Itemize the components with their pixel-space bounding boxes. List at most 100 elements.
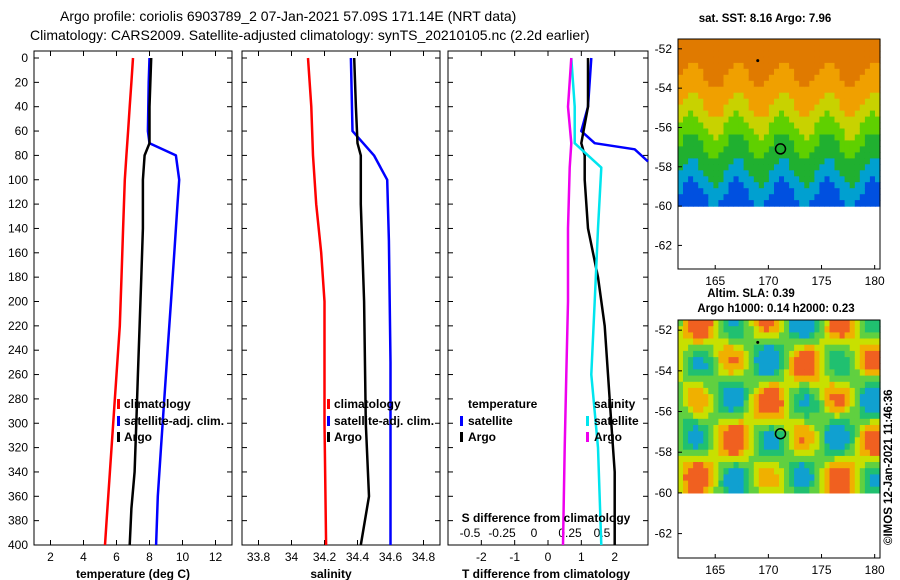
map-cell <box>688 462 694 469</box>
map-cell <box>864 92 871 100</box>
map-cell <box>703 320 709 327</box>
map-cell <box>738 68 745 76</box>
map-cell <box>768 381 775 389</box>
map-cell <box>768 406 775 414</box>
map-cell <box>814 455 820 463</box>
map-cell <box>758 86 765 94</box>
map-cell <box>864 443 871 451</box>
map-cell <box>814 146 820 153</box>
map-cell <box>718 134 724 142</box>
map-cell <box>683 387 689 395</box>
map-cell <box>799 480 805 488</box>
map-cell <box>849 50 856 58</box>
map-cell <box>864 344 871 352</box>
map-cell <box>834 381 841 389</box>
x2-tick-label: -0.25 <box>488 526 516 540</box>
map-cell <box>819 443 825 451</box>
map-cell <box>834 326 841 333</box>
legend-swatch-s-argo <box>586 432 589 442</box>
map-cell <box>784 134 790 142</box>
map-cell <box>733 104 740 112</box>
map-cell <box>693 194 699 201</box>
map-cell <box>723 455 730 463</box>
map-cell <box>678 92 684 100</box>
map-cell <box>678 62 684 70</box>
map-cell <box>774 480 780 488</box>
map-cell <box>824 332 831 340</box>
map-cell <box>864 182 871 189</box>
series-line-s-argo <box>561 57 573 546</box>
map-cell <box>794 134 800 142</box>
map-cell <box>688 431 694 438</box>
map-cell <box>748 338 755 346</box>
map-cell <box>829 182 836 189</box>
map-cell <box>854 110 861 118</box>
map-cell <box>713 486 719 494</box>
map-cell <box>758 357 765 364</box>
map-cell <box>693 332 699 340</box>
map-cell <box>794 455 800 463</box>
map-cell <box>864 449 871 457</box>
map-cell <box>834 437 841 445</box>
map-cell <box>703 146 709 153</box>
map-cell <box>794 104 800 112</box>
map-cell <box>819 74 825 82</box>
map-cell <box>794 116 800 124</box>
map-cell <box>814 332 820 340</box>
map-cell <box>774 92 780 100</box>
map-cell <box>804 200 810 207</box>
map-cell <box>799 412 805 420</box>
x2-tick-label: 0 <box>531 526 538 540</box>
map-cell <box>753 92 760 100</box>
map-cell <box>718 74 724 82</box>
map-cell <box>743 344 750 352</box>
map-cell <box>814 98 820 106</box>
legend-swatch-argo <box>117 432 120 442</box>
map-cell <box>683 412 689 420</box>
map-cell <box>758 134 765 142</box>
map-cell <box>763 128 770 136</box>
map-cell <box>824 62 831 70</box>
map-cell <box>829 110 836 118</box>
map-cell <box>703 412 709 420</box>
map-cell <box>763 437 770 445</box>
map-cell <box>723 400 730 408</box>
map-cell <box>834 418 841 426</box>
map-cell <box>814 431 820 438</box>
map-cell <box>748 62 755 70</box>
map-cell <box>718 400 724 408</box>
map-cell <box>768 194 775 201</box>
map-cell <box>683 170 689 177</box>
map-cell <box>844 326 851 333</box>
map-cell <box>824 122 831 130</box>
map-cell <box>768 480 775 488</box>
map-cell <box>763 170 770 177</box>
map-cell <box>784 50 790 58</box>
map-cell <box>703 437 709 445</box>
map-cell <box>789 128 795 136</box>
map-cell <box>875 431 881 438</box>
map-cell <box>784 80 790 88</box>
map-cell <box>753 474 760 482</box>
map-cell <box>804 344 810 352</box>
map-cell <box>849 146 856 153</box>
map-cell <box>834 320 841 327</box>
map-cell <box>804 449 810 457</box>
lat-tick-label: -62 <box>655 527 673 541</box>
map-cell <box>698 394 704 401</box>
map-cell <box>743 437 750 445</box>
map-cell <box>753 104 760 112</box>
map-cell <box>854 369 861 377</box>
map-cell <box>718 80 724 88</box>
map-cell <box>829 80 836 88</box>
map-cell <box>829 375 836 383</box>
map-cell <box>728 412 735 420</box>
map-cell <box>723 338 730 346</box>
map-cell <box>844 188 851 195</box>
map-cell <box>718 480 724 488</box>
map-cell <box>794 400 800 408</box>
map-cell <box>753 449 760 457</box>
map-cell <box>789 326 795 333</box>
map-cell <box>869 128 876 136</box>
map-cell <box>844 158 851 165</box>
